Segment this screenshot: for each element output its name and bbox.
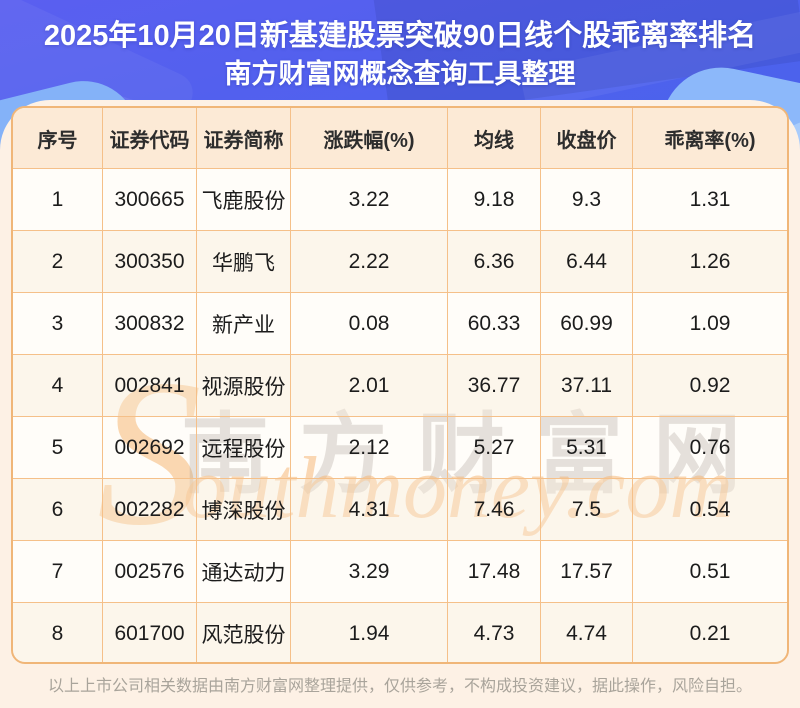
cell-change-pct: 0.08 (291, 293, 448, 355)
cell-ma: 5.27 (448, 417, 541, 479)
cell-change-pct: 2.22 (291, 231, 448, 293)
col-header-bias-pct: 乖离率(%) (633, 108, 787, 169)
table-row: 6 002282 博深股份 4.31 7.46 7.5 0.54 (13, 479, 787, 541)
cell-code: 002841 (103, 355, 197, 417)
col-header-ma: 均线 (448, 108, 541, 169)
col-header-index: 序号 (13, 108, 103, 169)
cell-code: 002576 (103, 541, 197, 603)
cell-index: 4 (13, 355, 103, 417)
cell-change-pct: 2.01 (291, 355, 448, 417)
cell-ma: 9.18 (448, 169, 541, 231)
cell-name: 远程股份 (197, 417, 291, 479)
cell-code: 601700 (103, 603, 197, 662)
cell-index: 1 (13, 169, 103, 231)
cell-bias-pct: 1.31 (633, 169, 787, 231)
cell-index: 6 (13, 479, 103, 541)
col-header-code: 证券代码 (103, 108, 197, 169)
disclaimer: 以上上市公司相关数据由南方财富网整理提供，仅供参考，不构成投资建议，据此操作，风… (47, 678, 752, 695)
cell-ma: 60.33 (448, 293, 541, 355)
cell-bias-pct: 0.21 (633, 603, 787, 662)
cell-close: 60.99 (541, 293, 633, 355)
stock-table: 序号 证券代码 证券简称 涨跌幅(%) 均线 收盘价 乖离率(%) 1 3006… (13, 108, 787, 662)
cell-change-pct: 2.12 (291, 417, 448, 479)
table-body: 1 300665 飞鹿股份 3.22 9.18 9.3 1.31 2 30035… (13, 169, 787, 662)
cell-ma: 17.48 (448, 541, 541, 603)
page-header: 2025年10月20日新基建股票突破90日线个股乖离率排名 南方财富网概念查询工… (0, 16, 800, 92)
cell-code: 002282 (103, 479, 197, 541)
stock-table-card: S 南方财富网 outhmoney.com 序号 证券代码 证券简称 涨跌幅(%… (11, 106, 789, 664)
cell-close: 37.11 (541, 355, 633, 417)
cell-name: 飞鹿股份 (197, 169, 291, 231)
table-header-row: 序号 证券代码 证券简称 涨跌幅(%) 均线 收盘价 乖离率(%) (13, 108, 787, 169)
cell-name: 新产业 (197, 293, 291, 355)
cell-index: 5 (13, 417, 103, 479)
cell-change-pct: 1.94 (291, 603, 448, 662)
cell-ma: 7.46 (448, 479, 541, 541)
cell-close: 9.3 (541, 169, 633, 231)
table-row: 7 002576 通达动力 3.29 17.48 17.57 0.51 (13, 541, 787, 603)
cell-name: 风范股份 (197, 603, 291, 662)
cell-change-pct: 4.31 (291, 479, 448, 541)
cell-index: 8 (13, 603, 103, 662)
cell-bias-pct: 0.76 (633, 417, 787, 479)
col-header-name: 证券简称 (197, 108, 291, 169)
cell-name: 视源股份 (197, 355, 291, 417)
cell-name: 通达动力 (197, 541, 291, 603)
table-row: 5 002692 远程股份 2.12 5.27 5.31 0.76 (13, 417, 787, 479)
cell-name: 华鹏飞 (197, 231, 291, 293)
table-row: 2 300350 华鹏飞 2.22 6.36 6.44 1.26 (13, 231, 787, 293)
table-row: 1 300665 飞鹿股份 3.22 9.18 9.3 1.31 (13, 169, 787, 231)
cell-code: 300350 (103, 231, 197, 293)
table-row: 4 002841 视源股份 2.01 36.77 37.11 0.92 (13, 355, 787, 417)
cell-code: 002692 (103, 417, 197, 479)
col-header-close: 收盘价 (541, 108, 633, 169)
cell-close: 7.5 (541, 479, 633, 541)
table-row: 8 601700 风范股份 1.94 4.73 4.74 0.21 (13, 603, 787, 662)
cell-close: 6.44 (541, 231, 633, 293)
cell-close: 5.31 (541, 417, 633, 479)
col-header-change-pct: 涨跌幅(%) (291, 108, 448, 169)
cell-close: 4.74 (541, 603, 633, 662)
cell-close: 17.57 (541, 541, 633, 603)
page-title: 2025年10月20日新基建股票突破90日线个股乖离率排名 (43, 20, 757, 52)
cell-index: 3 (13, 293, 103, 355)
cell-change-pct: 3.22 (291, 169, 448, 231)
cell-bias-pct: 1.09 (633, 293, 787, 355)
cell-bias-pct: 0.54 (633, 479, 787, 541)
cell-ma: 36.77 (448, 355, 541, 417)
cell-code: 300832 (103, 293, 197, 355)
cell-code: 300665 (103, 169, 197, 231)
cell-name: 博深股份 (197, 479, 291, 541)
cell-bias-pct: 1.26 (633, 231, 787, 293)
table-row: 3 300832 新产业 0.08 60.33 60.99 1.09 (13, 293, 787, 355)
page-subtitle: 南方财富网概念查询工具整理 (224, 59, 576, 89)
cell-change-pct: 3.29 (291, 541, 448, 603)
cell-ma: 4.73 (448, 603, 541, 662)
cell-ma: 6.36 (448, 231, 541, 293)
cell-index: 7 (13, 541, 103, 603)
cell-bias-pct: 0.51 (633, 541, 787, 603)
cell-bias-pct: 0.92 (633, 355, 787, 417)
cell-index: 2 (13, 231, 103, 293)
